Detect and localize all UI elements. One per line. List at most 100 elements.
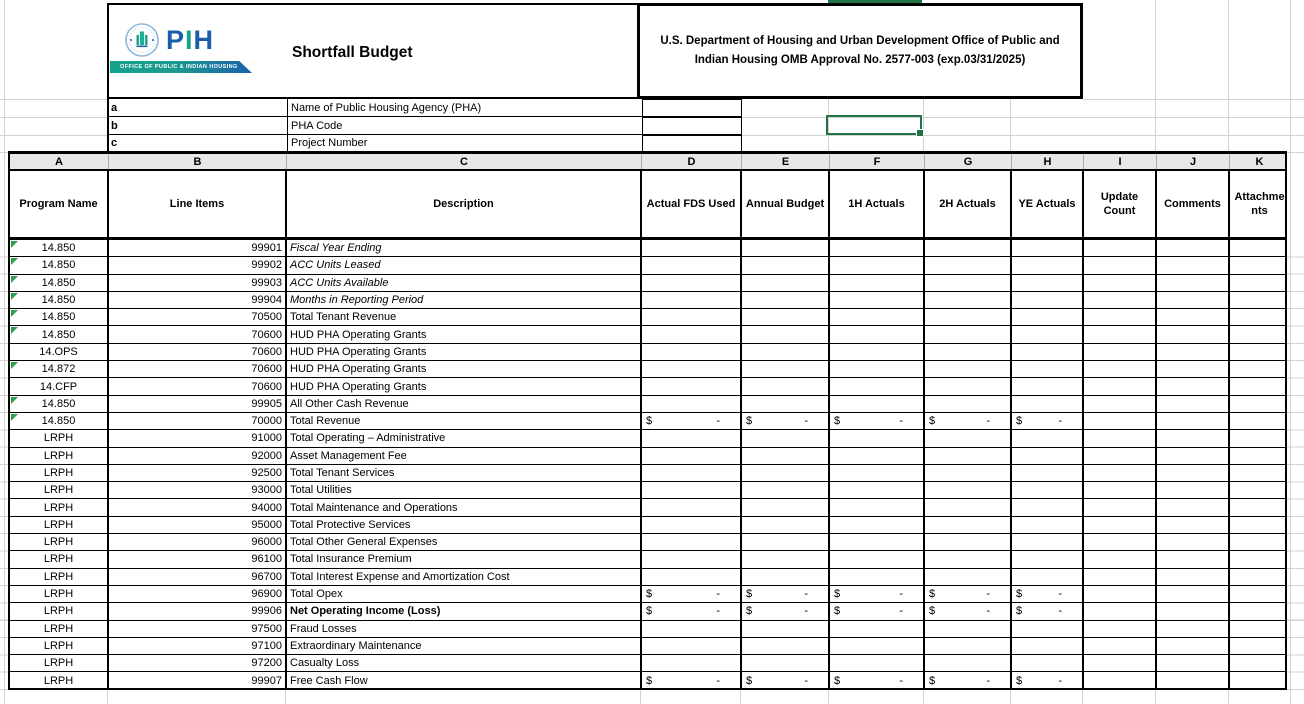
cell-description[interactable]: Casualty Loss (287, 655, 642, 672)
cell-2h-actuals[interactable] (925, 516, 1012, 534)
cell-comments[interactable] (1157, 672, 1230, 690)
cell-actual-fds[interactable] (642, 534, 742, 551)
cell-program-name[interactable]: 14.850 (10, 257, 109, 274)
cell-1h-actuals[interactable] (830, 551, 925, 568)
cell-comments[interactable] (1157, 291, 1230, 309)
cell-line-item[interactable]: 70600 (109, 361, 287, 378)
cell-actual-fds[interactable]: $ - (642, 603, 742, 620)
cell-program-name[interactable]: 14.850 (10, 395, 109, 412)
cell-ye-actuals[interactable] (1012, 482, 1084, 499)
cell-annual-budget[interactable] (742, 499, 830, 516)
cell-2h-actuals[interactable]: $ - (925, 585, 1012, 603)
cell-comments[interactable] (1157, 603, 1230, 620)
cell-1h-actuals[interactable] (830, 257, 925, 274)
cell-1h-actuals[interactable] (830, 482, 925, 499)
cell-annual-budget[interactable] (742, 482, 830, 499)
cell-attachments[interactable] (1230, 448, 1289, 464)
cell-annual-budget[interactable] (742, 516, 830, 534)
column-letter-C[interactable]: C (287, 154, 642, 169)
cell-annual-budget[interactable] (742, 395, 830, 412)
info-row-input[interactable] (642, 99, 742, 117)
cell-annual-budget[interactable] (742, 326, 830, 343)
cell-line-item[interactable]: 70600 (109, 326, 287, 343)
header-cell[interactable]: Annual Budget (742, 171, 830, 237)
cell-annual-budget[interactable] (742, 534, 830, 551)
cell-program-name[interactable]: LRPH (10, 551, 109, 568)
cell-2h-actuals[interactable] (925, 499, 1012, 516)
cell-actual-fds[interactable]: $ - (642, 412, 742, 430)
cell-update-count[interactable] (1084, 464, 1157, 482)
cell-description[interactable]: Total Protective Services (287, 516, 642, 534)
cell-program-name[interactable]: LRPH (10, 585, 109, 603)
cell-ye-actuals[interactable] (1012, 637, 1084, 655)
cell-program-name[interactable]: LRPH (10, 568, 109, 585)
cell-comments[interactable] (1157, 534, 1230, 551)
cell-2h-actuals[interactable] (925, 655, 1012, 672)
cell-line-item[interactable]: 99901 (109, 240, 287, 257)
cell-comments[interactable] (1157, 499, 1230, 516)
cell-actual-fds[interactable] (642, 655, 742, 672)
cell-comments[interactable] (1157, 430, 1230, 447)
cell-update-count[interactable] (1084, 672, 1157, 690)
cell-line-item[interactable]: 99903 (109, 274, 287, 291)
cell-annual-budget[interactable] (742, 240, 830, 257)
column-letter-K[interactable]: K (1255, 155, 1264, 168)
cell-1h-actuals[interactable]: $ - (830, 585, 925, 603)
cell-description[interactable]: Extraordinary Maintenance (287, 637, 642, 655)
cell-line-item[interactable]: 70500 (109, 309, 287, 326)
cell-description[interactable]: Total Revenue (287, 412, 642, 430)
cell-ye-actuals[interactable] (1012, 516, 1084, 534)
cell-annual-budget[interactable] (742, 343, 830, 361)
cell-description[interactable]: Total Tenant Revenue (287, 309, 642, 326)
column-letter-A[interactable]: A (10, 154, 109, 169)
cell-2h-actuals[interactable] (925, 447, 1012, 464)
cell-line-item[interactable]: 99907 (109, 672, 287, 690)
cell-line-item[interactable]: 94000 (109, 499, 287, 516)
cell-description[interactable]: Total Tenant Services (287, 464, 642, 482)
cell-attachments[interactable] (1230, 499, 1289, 515)
cell-attachments[interactable] (1230, 655, 1289, 671)
cell-update-count[interactable] (1084, 568, 1157, 585)
cell-program-name[interactable]: LRPH (10, 672, 109, 690)
cell-line-item[interactable]: 97200 (109, 655, 287, 672)
cell-annual-budget[interactable] (742, 361, 830, 378)
cell-ye-actuals[interactable] (1012, 499, 1084, 516)
cell-1h-actuals[interactable] (830, 378, 925, 395)
cell-update-count[interactable] (1084, 585, 1157, 603)
cell-line-item[interactable]: 92500 (109, 464, 287, 482)
cell-1h-actuals[interactable] (830, 291, 925, 309)
cell-actual-fds[interactable] (642, 568, 742, 585)
cell-annual-budget[interactable]: $ - (742, 412, 830, 430)
cell-comments[interactable] (1157, 516, 1230, 534)
cell-2h-actuals[interactable] (925, 620, 1012, 637)
cell-ye-actuals[interactable] (1012, 620, 1084, 637)
cell-2h-actuals[interactable] (925, 274, 1012, 291)
cell-comments[interactable] (1157, 655, 1230, 672)
cell-ye-actuals[interactable] (1012, 309, 1084, 326)
cell-actual-fds[interactable] (642, 516, 742, 534)
cell-comments[interactable] (1157, 620, 1230, 637)
column-letter-E[interactable]: E (742, 154, 830, 169)
cell-comments[interactable] (1157, 343, 1230, 361)
cell-update-count[interactable] (1084, 551, 1157, 568)
cell-comments[interactable] (1157, 464, 1230, 482)
cell-update-count[interactable] (1084, 534, 1157, 551)
cell-update-count[interactable] (1084, 516, 1157, 534)
cell-program-name[interactable]: 14.850 (10, 274, 109, 291)
cell-line-item[interactable]: 95000 (109, 516, 287, 534)
cell-description[interactable]: HUD PHA Operating Grants (287, 378, 642, 395)
cell-line-item[interactable]: 96000 (109, 534, 287, 551)
cell-attachments[interactable] (1230, 344, 1289, 360)
cell-program-name[interactable]: 14.872 (10, 361, 109, 378)
cell-actual-fds[interactable]: $ - (642, 585, 742, 603)
column-letter-D[interactable]: D (642, 154, 742, 169)
cell-program-name[interactable]: LRPH (10, 534, 109, 551)
cell-actual-fds[interactable] (642, 482, 742, 499)
cell-attachments[interactable] (1230, 430, 1289, 446)
cell-line-item[interactable]: 70000 (109, 412, 287, 430)
cell-ye-actuals[interactable]: $ - (1012, 412, 1084, 430)
cell-update-count[interactable] (1084, 499, 1157, 516)
cell-description[interactable]: HUD PHA Operating Grants (287, 361, 642, 378)
cell-description[interactable]: All Other Cash Revenue (287, 395, 642, 412)
cell-ye-actuals[interactable] (1012, 568, 1084, 585)
